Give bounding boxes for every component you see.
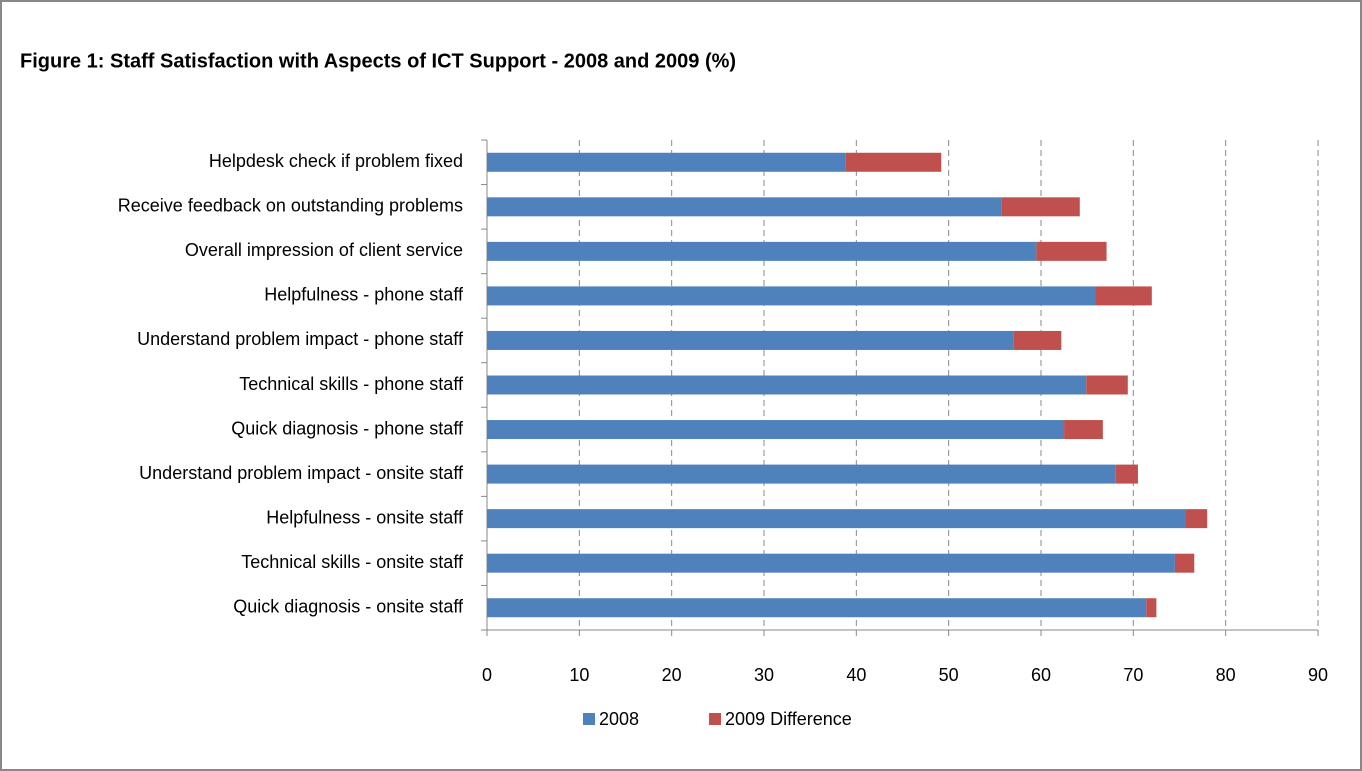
y-tick-label: Technical skills - onsite staff <box>241 552 464 572</box>
bar <box>487 420 1065 440</box>
x-tick-label: 70 <box>1123 665 1143 685</box>
y-tick-label: Overall impression of client service <box>185 240 463 260</box>
legend-label: 2009 Difference <box>725 709 852 729</box>
x-tick-label: 40 <box>846 665 866 685</box>
chart-title: Figure 1: Staff Satisfaction with Aspect… <box>20 50 736 72</box>
bar <box>1036 241 1107 261</box>
bar <box>1001 197 1080 217</box>
y-tick-label: Understand problem impact - phone staff <box>137 329 464 349</box>
bar <box>487 330 1014 350</box>
y-tick-label: Helpdesk check if problem fixed <box>209 151 463 171</box>
bar <box>487 375 1087 395</box>
bar <box>487 464 1116 484</box>
legend-label: 2008 <box>599 709 639 729</box>
x-tick-label: 10 <box>569 665 589 685</box>
y-tick-label: Helpfulness - phone staff <box>264 285 464 305</box>
bar <box>1064 420 1103 440</box>
x-tick-label: 20 <box>662 665 682 685</box>
bar <box>1146 598 1157 618</box>
bar <box>1174 553 1195 573</box>
bar <box>1185 509 1208 529</box>
bar <box>1095 286 1152 306</box>
y-tick-label: Helpfulness - onsite staff <box>266 507 464 527</box>
bar <box>1086 375 1128 395</box>
bar <box>1115 464 1138 484</box>
bar <box>487 598 1147 618</box>
y-tick-label: Receive feedback on outstanding problems <box>118 196 463 216</box>
y-tick-label: Quick diagnosis - phone staff <box>231 418 464 438</box>
y-tick-label: Quick diagnosis - onsite staff <box>233 596 464 616</box>
x-tick-label: 60 <box>1031 665 1051 685</box>
x-tick-label: 80 <box>1216 665 1236 685</box>
x-tick-label: 30 <box>754 665 774 685</box>
bar <box>487 152 846 172</box>
legend-swatch <box>583 713 595 725</box>
legend-swatch <box>709 713 722 725</box>
x-tick-label: 90 <box>1308 665 1328 685</box>
y-tick-label: Understand problem impact - onsite staff <box>139 463 464 483</box>
bar <box>487 509 1186 529</box>
y-tick-label: Technical skills - phone staff <box>239 374 464 394</box>
x-tick-label: 50 <box>939 665 959 685</box>
bar <box>1013 330 1062 350</box>
bar <box>487 286 1096 306</box>
bar <box>845 152 942 172</box>
bar <box>487 553 1175 573</box>
x-tick-label: 0 <box>482 665 492 685</box>
bar <box>487 197 1002 217</box>
bar <box>487 241 1037 261</box>
